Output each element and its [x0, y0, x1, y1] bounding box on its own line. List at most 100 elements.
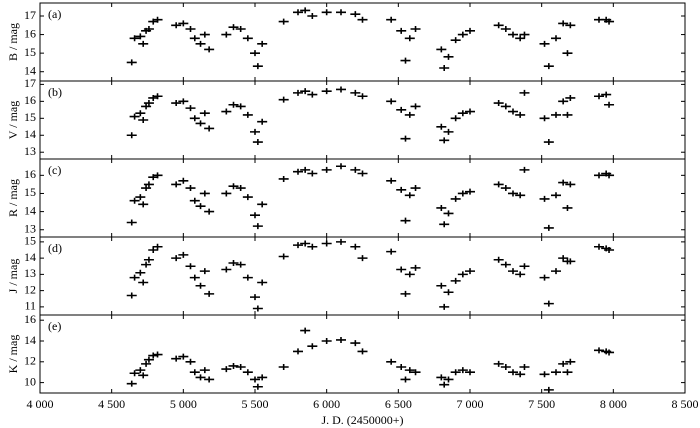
panel-label: (d) [48, 241, 62, 255]
data-point [543, 300, 554, 307]
data-point [250, 376, 260, 383]
y-tick-label: 15 [24, 45, 36, 59]
data-point [235, 261, 246, 268]
data-point [515, 192, 526, 199]
data-point [539, 115, 550, 122]
data-point [242, 274, 253, 281]
data-point [400, 290, 411, 297]
data-point [410, 185, 421, 192]
y-tick-label: 14 [24, 203, 36, 217]
data-point [278, 175, 289, 182]
data-point [404, 192, 415, 199]
panel-frame [39, 80, 686, 160]
data-point [493, 360, 504, 367]
data-point [350, 89, 361, 96]
data-point [539, 371, 550, 378]
data-point [178, 98, 189, 105]
data-point [443, 376, 454, 383]
panel-label: (e) [48, 319, 61, 333]
data-point [199, 190, 210, 197]
data-point [135, 33, 146, 40]
data-point [126, 219, 137, 226]
data-point [199, 110, 210, 117]
data-point [195, 40, 206, 47]
y-tick-label: 14 [24, 250, 36, 264]
data-point [321, 166, 332, 173]
data-point [204, 376, 215, 383]
y-tick-label: 12 [24, 282, 36, 296]
data-point [508, 268, 518, 275]
y-tick-label: 16 [24, 26, 36, 40]
data-point [152, 351, 163, 358]
data-point [396, 106, 407, 113]
data-point [204, 290, 215, 297]
x-tick-label: 4 500 [98, 397, 125, 411]
data-point [228, 183, 239, 190]
data-point [350, 166, 361, 173]
data-point [195, 282, 206, 289]
y-tick-label: 16 [24, 167, 36, 181]
data-point [594, 347, 604, 354]
data-point [439, 137, 450, 144]
y-axis-label: J / mag [6, 259, 20, 294]
data-point [178, 177, 189, 184]
data-point [278, 18, 289, 25]
panel-label: (a) [48, 7, 61, 21]
data-point [321, 338, 332, 344]
data-point [235, 364, 246, 370]
data-point [404, 367, 415, 374]
data-point [189, 197, 200, 204]
data-point [539, 274, 550, 281]
data-point [443, 289, 454, 296]
data-point [129, 113, 140, 120]
y-tick-label: 17 [24, 76, 36, 90]
data-point [604, 101, 615, 108]
y-tick-label: 13 [24, 266, 36, 280]
data-point [293, 89, 303, 96]
data-point [465, 188, 475, 195]
data-point [500, 185, 511, 192]
data-point [189, 369, 200, 376]
data-point [199, 31, 210, 38]
data-point [143, 26, 154, 32]
data-point [135, 269, 146, 276]
data-point [171, 22, 182, 29]
y-tick-label: 12 [24, 354, 36, 368]
data-point [171, 255, 182, 262]
data-point [221, 108, 232, 115]
y-axis-label: B / mag [6, 23, 20, 61]
data-point [336, 163, 346, 170]
data-point [410, 103, 421, 110]
data-point [410, 369, 421, 376]
data-point [185, 185, 196, 192]
data-point [307, 170, 318, 177]
y-tick-label: 14 [24, 127, 36, 141]
data-point [126, 132, 137, 139]
y-tick-label: 11 [24, 299, 36, 313]
data-point [300, 327, 311, 334]
y-axis-label: K / mag [6, 335, 20, 374]
data-point [604, 349, 615, 356]
data-point [500, 26, 511, 32]
data-point [185, 26, 196, 32]
y-tick-label: 13 [24, 144, 36, 158]
data-point [293, 168, 303, 175]
data-point [135, 194, 146, 201]
data-point [242, 369, 253, 376]
data-point [321, 9, 332, 16]
x-tick-label: 7 500 [528, 397, 555, 411]
y-tick-label: 15 [24, 234, 36, 248]
data-point [235, 103, 246, 110]
data-point [562, 111, 573, 118]
data-point [195, 120, 206, 127]
data-point [565, 258, 576, 265]
x-tick-label: 8 000 [600, 397, 627, 411]
y-tick-label: 14 [24, 63, 36, 77]
data-point [135, 110, 146, 117]
data-point [465, 268, 475, 275]
y-tick-label: 14 [24, 333, 36, 347]
data-point [278, 253, 289, 260]
data-point [350, 243, 361, 250]
data-point [195, 374, 206, 381]
data-point [404, 271, 415, 278]
